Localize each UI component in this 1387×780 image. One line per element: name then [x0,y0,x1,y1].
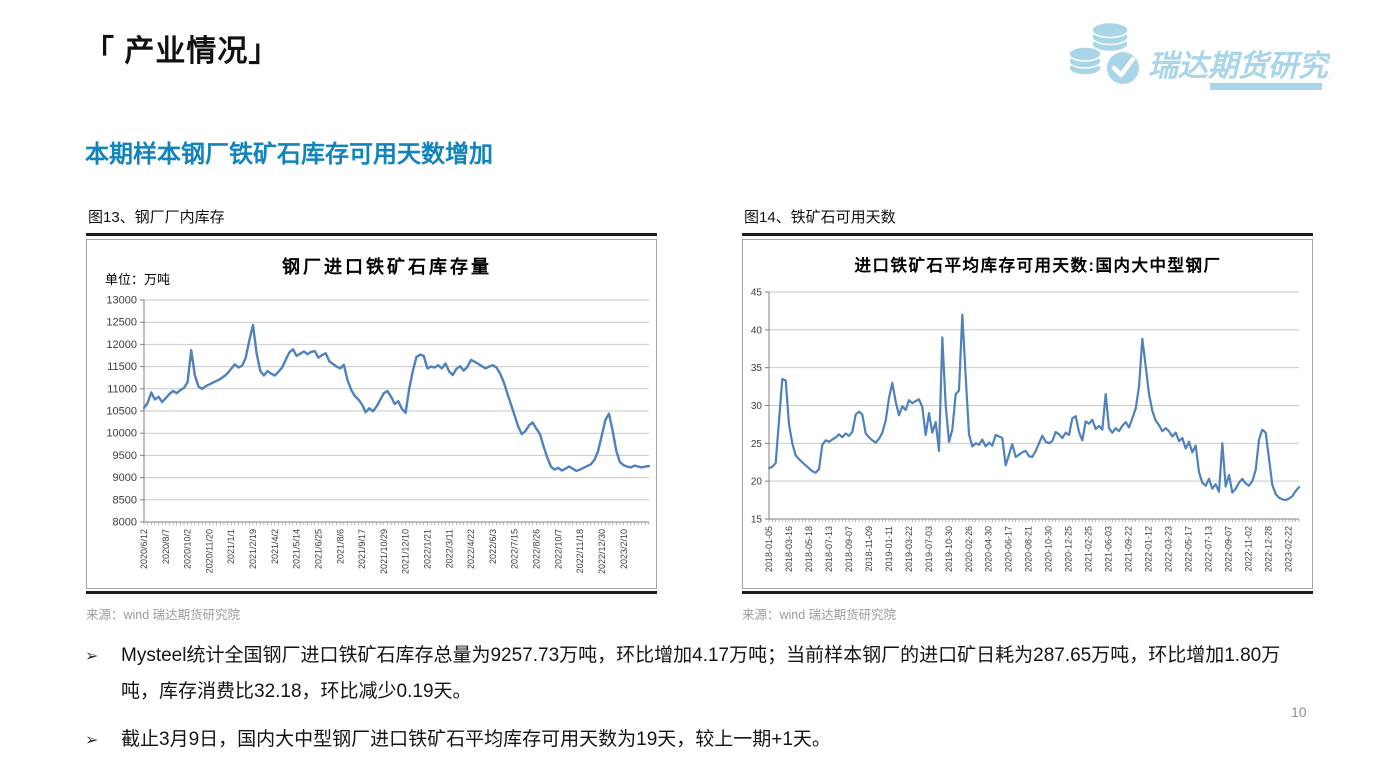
svg-text:9000: 9000 [113,472,137,484]
svg-text:2021/2/19: 2021/2/19 [248,529,258,569]
svg-text:9500: 9500 [113,450,137,462]
chart-caption: 图14、铁矿石可用天数 [744,209,896,226]
svg-text:2022-03-23: 2022-03-23 [1164,526,1174,572]
svg-text:10500: 10500 [106,406,137,418]
svg-text:2022/8/26: 2022/8/26 [532,529,542,569]
svg-text:2020/6/12: 2020/6/12 [139,529,149,569]
svg-text:2022/11/18: 2022/11/18 [575,529,585,573]
svg-text:2022/3/11: 2022/3/11 [444,529,454,568]
svg-text:2018-07-13: 2018-07-13 [824,526,834,572]
svg-text:2021/4/2: 2021/4/2 [270,529,280,564]
chart-panel-available-days: 图14、铁矿石可用天数 45 40 35 30 25 20 15 2018-01-05 2018… [742,206,1313,623]
source-note: 来源：wind 瑞达期货研究院 [742,608,897,622]
svg-text:11500: 11500 [107,361,137,373]
svg-text:2021/9/17: 2021/9/17 [357,529,367,569]
svg-text:2022-11-02: 2022-11-02 [1243,526,1253,571]
svg-text:20: 20 [751,477,763,488]
svg-text:2019-01-11: 2019-01-11 [884,526,894,571]
svg-text:2020-12-25: 2020-12-25 [1064,526,1074,572]
svg-text:2019-10-30: 2019-10-30 [944,526,954,572]
bullet-item: ➢ 截止3月9日，国内大中型钢厂进口铁矿石平均库存可用天数为19天，较上一期+1… [85,722,1315,759]
svg-text:2021/12/10: 2021/12/10 [401,529,411,574]
svg-text:12000: 12000 [106,339,137,351]
svg-text:2021/1/1: 2021/1/1 [226,529,236,564]
svg-text:2023/2/10: 2023/2/10 [619,529,629,569]
bullet-text: Mysteel统计全国钢厂进口铁矿石库存总量为9257.73万吨，环比增加4.1… [121,645,1281,702]
svg-text:2021-09-22: 2021-09-22 [1124,526,1134,572]
svg-text:2020/10/2: 2020/10/2 [183,529,193,569]
divider [86,233,657,236]
svg-text:15: 15 [751,515,763,526]
logo-text: 瑞达期货研究院 [1148,49,1330,83]
divider [86,591,657,594]
svg-text:2023-02-22: 2023-02-22 [1283,526,1293,572]
svg-text:2018-01-05: 2018-01-05 [764,526,774,572]
page-number: 10 [1291,704,1307,720]
svg-text:进口铁矿石平均库存可用天数:国内大中型钢厂: 进口铁矿石平均库存可用天数:国内大中型钢厂 [855,255,1222,275]
svg-text:钢厂进口铁矿石库存量: 钢厂进口铁矿石库存量 [282,256,492,277]
svg-text:2018-05-18: 2018-05-18 [804,526,814,572]
bullet-item: ➢ Mysteel统计全国钢厂进口铁矿石库存总量为9257.73万吨，环比增加4… [85,638,1315,710]
svg-text:2018-03-16: 2018-03-16 [784,526,794,572]
svg-text:2018-09-07: 2018-09-07 [844,526,854,572]
svg-text:2022-09-07: 2022-09-07 [1223,526,1233,572]
svg-text:2021/6/25: 2021/6/25 [313,529,323,569]
chart-frame: 13000 12500 12000 11500 11000 10500 10000 9500 9… [86,239,657,589]
svg-text:11000: 11000 [107,383,137,395]
svg-text:45: 45 [751,288,763,299]
svg-text:2022-01-12: 2022-01-12 [1144,526,1154,572]
svg-text:35: 35 [751,363,763,374]
chart-caption: 图13、钢厂厂内库存 [88,209,225,226]
svg-text:2022-07-13: 2022-07-13 [1203,526,1213,572]
arrow-bullet-icon: ➢ [85,648,99,665]
source-note: 来源：wind 瑞达期货研究院 [86,608,241,622]
svg-text:2022-05-17: 2022-05-17 [1184,526,1194,572]
svg-text:2022/10/7: 2022/10/7 [553,529,563,569]
chart-panel-inventory: 图13、钢厂厂内库存 13000 12500 12000 11500 11000 1050… [86,206,657,623]
divider [742,233,1313,236]
divider [742,591,1313,594]
svg-text:2022/7/15: 2022/7/15 [510,529,520,569]
svg-text:2020-02-26: 2020-02-26 [964,526,974,572]
svg-text:2020-06-17: 2020-06-17 [1004,526,1014,572]
svg-text:8000: 8000 [113,517,137,529]
svg-text:2020/8/7: 2020/8/7 [161,529,171,564]
svg-text:2021/8/6: 2021/8/6 [335,529,345,564]
line-chart-steel-mill-inventory: 13000 12500 12000 11500 11000 10500 10000 9500 9… [105,256,651,574]
svg-text:8500: 8500 [113,494,137,506]
svg-text:40: 40 [751,325,763,336]
svg-text:2020/11/20: 2020/11/20 [204,529,214,573]
svg-text:2022/12/30: 2022/12/30 [597,529,607,574]
svg-text:2021/10/29: 2021/10/29 [379,529,389,574]
svg-text:2020-04-30: 2020-04-30 [984,526,994,572]
svg-text:2022/1/21: 2022/1/21 [422,529,432,569]
svg-text:2022/6/3: 2022/6/3 [488,529,498,564]
svg-text:2022/4/22: 2022/4/22 [466,529,476,569]
svg-text:2021-02-25: 2021-02-25 [1084,526,1094,572]
svg-text:2018-11-09: 2018-11-09 [864,526,874,571]
svg-text:2019-07-03: 2019-07-03 [924,526,934,572]
arrow-bullet-icon: ➢ [85,732,99,749]
summary-bullets: ➢ Mysteel统计全国钢厂进口铁矿石库存总量为9257.73万吨，环比增加4… [85,638,1315,771]
svg-text:2021/5/14: 2021/5/14 [292,529,302,569]
svg-text:2022-12-28: 2022-12-28 [1263,526,1273,572]
svg-text:2019-03-22: 2019-03-22 [904,526,914,572]
svg-text:2020-08-21: 2020-08-21 [1024,526,1034,572]
slide-subtitle: 本期样本钢厂铁矿石库存可用天数增加 [85,141,493,168]
bullet-text: 截止3月9日，国内大中型钢厂进口铁矿石平均库存可用天数为19天，较上一期+1天。 [121,729,831,750]
svg-text:2020-10-30: 2020-10-30 [1044,526,1054,572]
svg-text:30: 30 [751,401,763,412]
svg-text:10000: 10000 [106,428,137,440]
svg-text:单位：万吨: 单位：万吨 [105,272,170,287]
page-title: 「 产业情况」 [84,35,280,68]
company-logo: 瑞达期货研究院 [1068,20,1363,99]
svg-text:2021-06-03: 2021-06-03 [1104,526,1114,572]
svg-text:25: 25 [751,439,763,450]
svg-text:12500: 12500 [106,317,137,329]
svg-text:13000: 13000 [106,295,137,307]
coins-and-check-icon: 瑞达期货研究院 [1068,21,1363,90]
chart-frame: 45 40 35 30 25 20 15 2018-01-05 2018-03-16 2018-0… [742,239,1313,589]
